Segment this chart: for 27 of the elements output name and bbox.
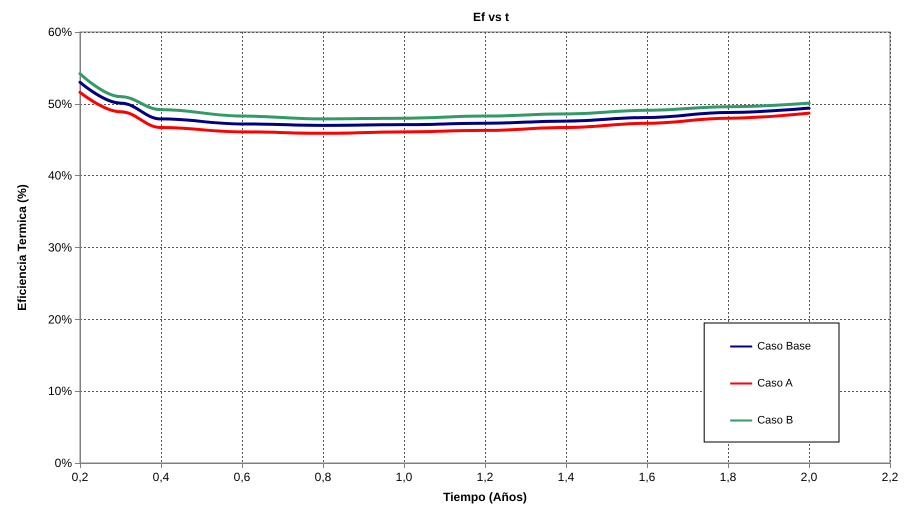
legend-label: Caso A [757,378,794,390]
x-tick-label: 2,0 [800,470,818,484]
x-tick-label: 0,2 [72,470,89,484]
y-tick-label: 30% [48,240,72,254]
y-tick-label: 0% [54,456,72,470]
line-series [78,72,810,120]
y-tick-label: 40% [48,168,72,183]
y-axis-title: Eficiencia Termica (%) [15,184,29,311]
x-tick-label: 2,2 [882,470,899,484]
x-axis-title: Tiempo (Años) [443,490,527,504]
x-tick-label: 1,0 [396,470,413,484]
x-tick-label: 1,2 [476,470,494,484]
legend-label: Caso Base [757,340,812,352]
chart-title: Ef vs t [472,10,510,24]
y-tick-label: 50% [48,96,72,111]
line-series [78,80,810,127]
x-tick-label: 0,4 [152,470,170,484]
x-tick-label: 1,6 [638,470,656,484]
line-series [78,90,810,135]
y-tick-label: 20% [48,312,72,326]
x-tick-label: 0,8 [314,470,332,484]
x-tick-label: 1,4 [558,470,575,484]
x-tick-label: 1,8 [720,470,737,484]
x-tick-label: 0,6 [234,470,251,484]
y-tick-label: 10% [48,384,72,398]
legend-label: Caso B [757,414,794,426]
y-tick-label: 60% [48,25,72,39]
